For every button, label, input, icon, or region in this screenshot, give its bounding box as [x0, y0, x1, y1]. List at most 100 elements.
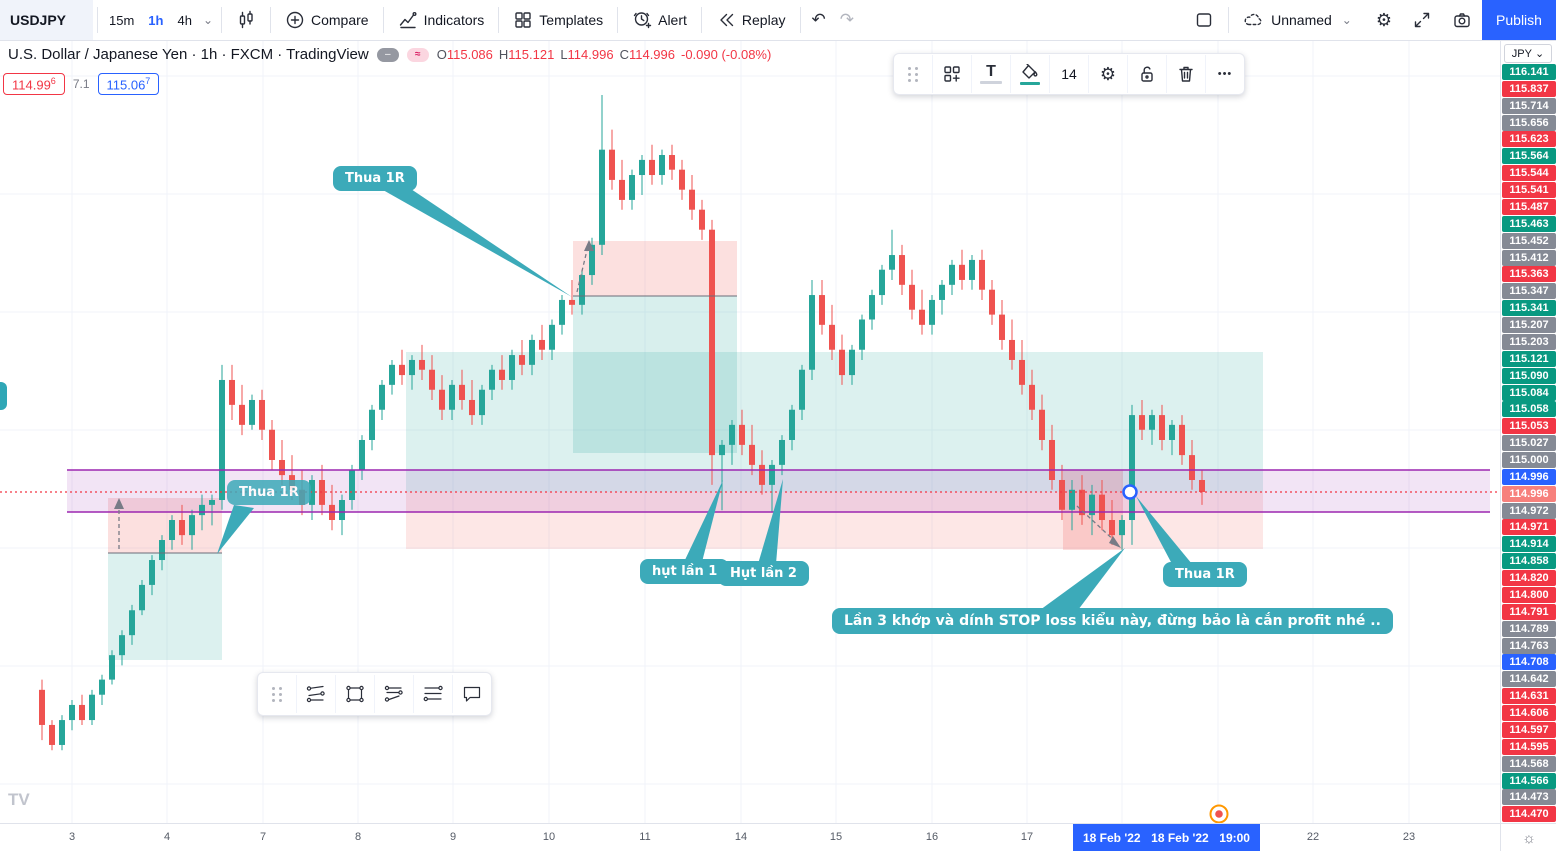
price-scale-label: 115.714	[1502, 97, 1556, 114]
compare-button[interactable]: Compare	[275, 0, 379, 40]
trend-lines-icon	[306, 685, 325, 703]
divider	[498, 7, 500, 33]
callout-annotation[interactable]: Lần 3 khớp và dính STOP loss kiểu này, đ…	[832, 608, 1393, 634]
price-scale-label: 115.564	[1502, 148, 1556, 165]
chart-style-button[interactable]	[226, 0, 266, 40]
price-scale-label: 116.141	[1502, 64, 1556, 80]
price-scale-label: 115.207	[1502, 317, 1556, 334]
replay-button[interactable]: Replay	[706, 0, 796, 40]
indicators-button[interactable]: Indicators	[388, 0, 495, 40]
unlock-icon	[1141, 66, 1153, 82]
settings-button[interactable]: ⚙	[1366, 0, 1402, 40]
interval-dropdown[interactable]: ⌄	[199, 0, 217, 40]
callout-annotation[interactable]: Thua 1R	[333, 166, 417, 191]
ohlc-values: O115.086 H115.121 L114.996 C114.996 -0.0…	[436, 47, 772, 62]
callout-tool[interactable]	[452, 675, 491, 713]
toolbar-right-group: Unnamed ⌄ ⚙ Publish	[1184, 0, 1556, 40]
price-scale-label: 114.914	[1502, 536, 1556, 553]
price-scale-label: 114.763	[1502, 637, 1556, 654]
price-scale-label: 115.623	[1502, 131, 1556, 148]
text-icon: T	[986, 62, 996, 80]
price-scale-label: 115.000	[1502, 452, 1556, 468]
undo-button[interactable]: ↶	[805, 10, 833, 30]
time-tick-label: 11	[639, 831, 651, 843]
callout-annotation[interactable]: Thua 1R	[1163, 562, 1247, 587]
chart-legend: U.S. Dollar / Japanese Yen · 1h · FXCM ·…	[8, 46, 771, 63]
divider	[221, 7, 222, 33]
price-scale-label: 115.452	[1502, 232, 1556, 249]
price-scale-label: 114.791	[1502, 603, 1556, 620]
price-scale-label: 114.972	[1502, 502, 1556, 519]
publish-button[interactable]: Publish	[1482, 0, 1556, 40]
time-tick-label: 16	[925, 831, 939, 843]
toolbar-drag-handle[interactable]	[894, 55, 932, 93]
price-scale-label: 114.996	[1502, 485, 1556, 502]
time-tick-label: 23	[1402, 831, 1416, 843]
time-tick-label: 8	[354, 831, 362, 843]
axis-settings-corner[interactable]: ☼	[1500, 823, 1556, 851]
price-scale-label: 114.595	[1502, 738, 1556, 755]
price-scale-label: 115.341	[1502, 300, 1556, 317]
template-add-icon	[944, 66, 960, 82]
time-tick-label: 14	[734, 831, 748, 843]
callout-annotation[interactable]: hụt lần 1	[640, 559, 730, 584]
time-tick-label: 3	[68, 831, 76, 843]
redo-button[interactable]: ↷	[833, 10, 861, 30]
price-scale-label: 114.473	[1502, 789, 1556, 806]
divider	[97, 7, 98, 33]
price-scale-label: 114.642	[1502, 671, 1556, 688]
buy-button[interactable]: 115.067	[97, 73, 160, 96]
lock-button[interactable]	[1127, 55, 1166, 93]
alert-button[interactable]: Alert	[622, 0, 697, 40]
symbol-search[interactable]: USDJPY	[0, 0, 93, 40]
toolbar-drag-handle[interactable]	[258, 675, 296, 713]
price-scale-label: 114.606	[1502, 705, 1556, 722]
drawing-template-button[interactable]	[932, 55, 971, 93]
symbol-title[interactable]: U.S. Dollar / Japanese Yen · 1h · FXCM ·…	[8, 46, 369, 63]
time-tick-label: 17	[1020, 831, 1034, 843]
hide-indicator-pill[interactable]: –	[376, 47, 399, 62]
price-scale-label: 114.971	[1502, 519, 1556, 536]
font-size-button[interactable]: 14	[1049, 55, 1088, 93]
price-axis[interactable]: JPY ⌄ 116.141 115.837 115.714 115.656 115.62…	[1500, 40, 1556, 823]
trend-lines-tool[interactable]	[296, 675, 335, 713]
callout-annotation[interactable]: Thua 1R	[227, 480, 311, 505]
sell-button[interactable]: 114.996	[3, 73, 65, 96]
interval-1h[interactable]: 1h	[141, 0, 170, 40]
time-tick-label: 7	[259, 831, 267, 843]
trash-icon	[1179, 66, 1193, 82]
price-scale-label: 114.708	[1502, 654, 1556, 671]
gear-icon: ⚙	[1099, 63, 1117, 84]
price-scale-label: 115.541	[1502, 182, 1556, 199]
more-options-button[interactable]: •••	[1205, 55, 1244, 93]
interval-4h[interactable]: 4h	[170, 0, 198, 40]
fill-color-button[interactable]	[1010, 55, 1049, 93]
chart-canvas[interactable]	[0, 40, 1500, 823]
paint-bucket-icon	[1022, 63, 1038, 79]
sync-pill[interactable]: ≈	[406, 47, 429, 62]
delete-drawing-button[interactable]	[1166, 55, 1205, 93]
templates-button[interactable]: Templates	[503, 0, 613, 40]
text-style-button[interactable]: T	[971, 55, 1010, 93]
interval-15m[interactable]: 15m	[102, 0, 141, 40]
parallel-lines-tool[interactable]	[374, 675, 413, 713]
drawing-settings-button[interactable]: ⚙	[1088, 55, 1127, 93]
time-axis[interactable]: 3 4 7 8 9 10 11 14 15 16 17 22 23 18 Feb '22 18 Feb …	[0, 823, 1500, 851]
tradingview-logo[interactable]: TV	[8, 790, 30, 809]
screenshot-button[interactable]	[1442, 0, 1482, 40]
price-scale-label: 115.463	[1502, 215, 1556, 232]
fullscreen-button[interactable]	[1402, 0, 1442, 40]
chart-area: U.S. Dollar / Japanese Yen · 1h · FXCM ·…	[0, 40, 1556, 851]
rectangle-tool[interactable]	[335, 675, 374, 713]
currency-selector[interactable]: JPY ⌄	[1504, 44, 1552, 63]
chevron-down-icon: ⌄	[1341, 13, 1352, 27]
callout-annotation[interactable]: Hụt lần 2	[718, 561, 809, 586]
price-scale-label: 114.996	[1502, 468, 1556, 485]
horizontal-lines-tool[interactable]	[413, 675, 452, 713]
cloud-layout-button[interactable]: Unnamed ⌄	[1233, 0, 1366, 40]
price-scale-label: 115.363	[1502, 266, 1556, 283]
indicators-icon	[399, 12, 417, 29]
layout-select-button[interactable]	[1184, 0, 1224, 40]
color-swatch	[1020, 81, 1040, 85]
